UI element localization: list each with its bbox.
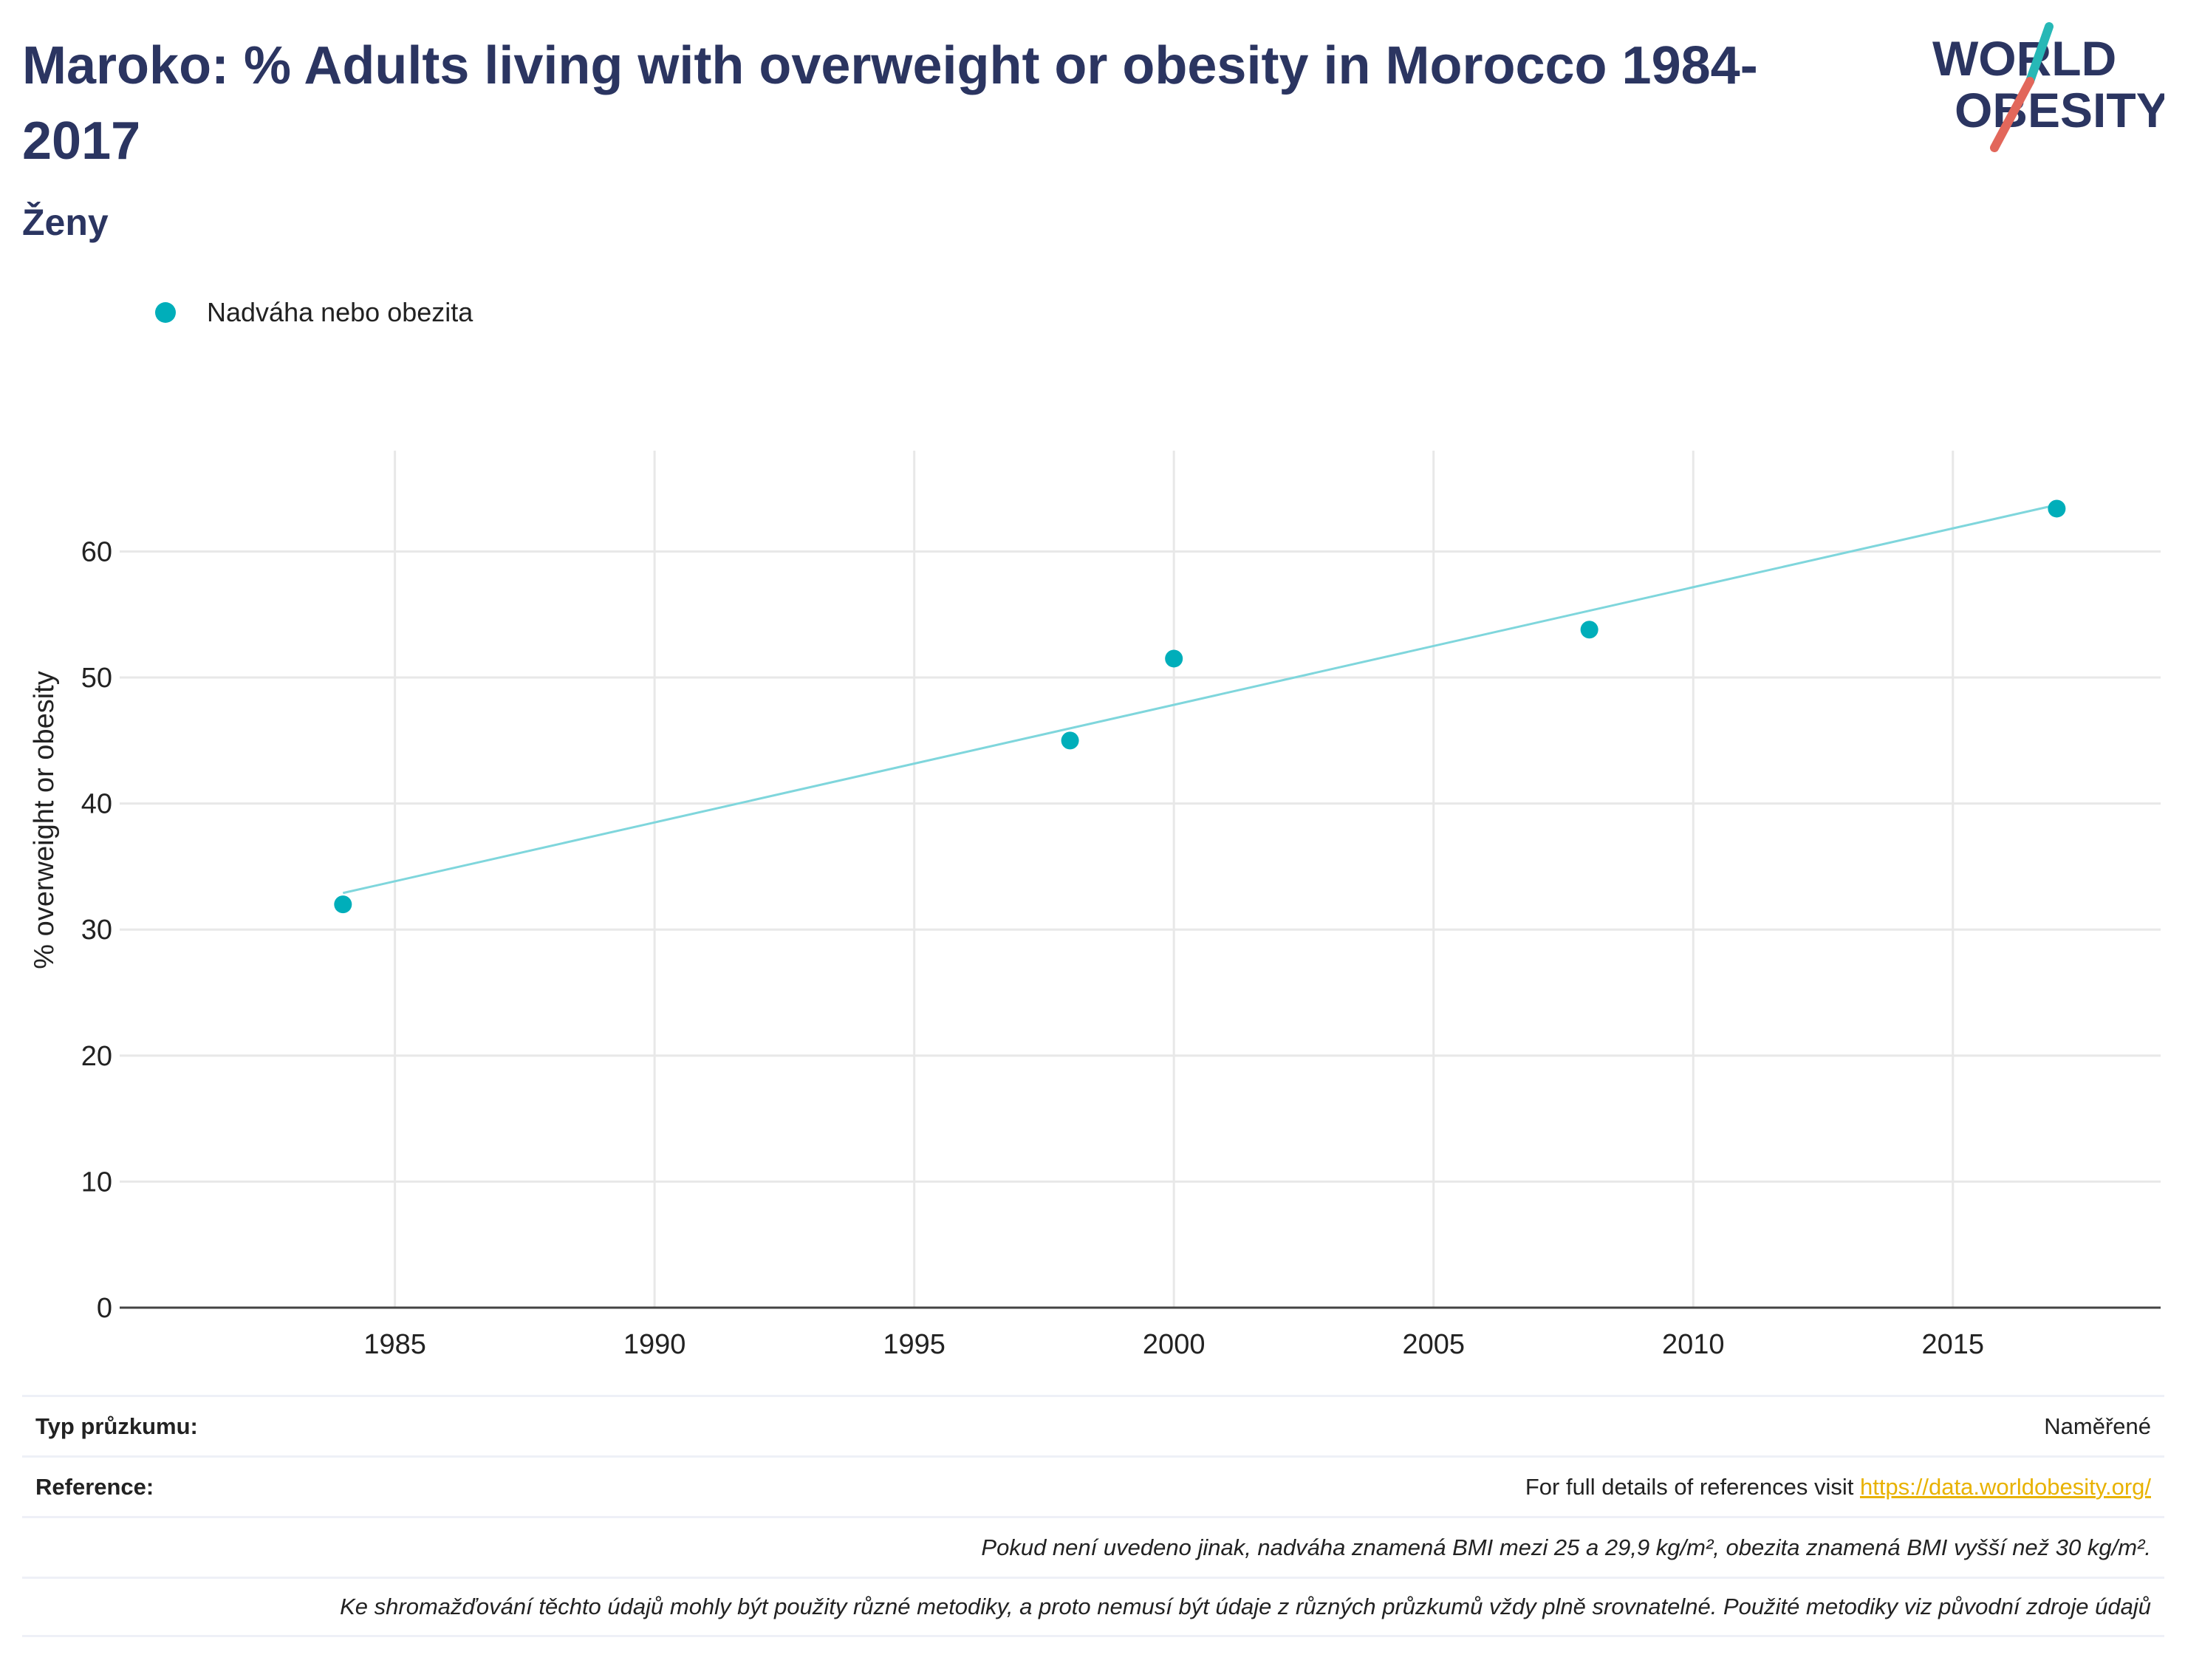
y-tick-label: 0 — [97, 1293, 112, 1324]
bmi-note: Pokud není uvedeno jinak, nadváha znamen… — [981, 1534, 2151, 1560]
scatter-chart: 1985 1990 1995 2000 2005 2010 2015 0 10 20 30 40 50 6… — [29, 451, 2161, 1360]
reference-row: Reference: For full details of reference… — [22, 1455, 2164, 1516]
survey-type-value: Naměřené — [2044, 1413, 2151, 1439]
x-tick-label: 2000 — [1143, 1329, 1206, 1360]
data-point — [1165, 649, 1183, 668]
logo-word-obesity: OBESITY — [1955, 83, 2164, 137]
world-obesity-logo: WORLD OBESITY — [1932, 22, 2164, 152]
survey-type-row: Typ průzkumu: Naměřené — [22, 1395, 2164, 1455]
y-tick-label: 20 — [81, 1041, 112, 1072]
data-points — [334, 499, 2066, 914]
trendline-segment — [342, 503, 2057, 895]
y-tick-label: 10 — [81, 1167, 112, 1198]
methodology-note: Ke shromažďování těchto údajů mohly být … — [340, 1594, 2151, 1619]
axes: 1985 1990 1995 2000 2005 2010 2015 0 10 20 30 40 50 6… — [81, 536, 2161, 1360]
trendline — [342, 503, 2057, 895]
bmi-note-row: Pokud není uvedeno jinak, nadváha znamen… — [22, 1516, 2164, 1577]
survey-type-label: Typ průzkumu: — [35, 1413, 198, 1439]
reference-link[interactable]: https://data.worldobesity.org/ — [1859, 1473, 2151, 1500]
x-tick-label: 1985 — [363, 1329, 426, 1360]
methodology-note-row: Ke shromažďování těchto údajů mohly být … — [22, 1577, 2164, 1637]
x-tick-label: 2015 — [1922, 1329, 1985, 1360]
data-point — [1061, 731, 1079, 750]
x-tick-label: 1990 — [623, 1329, 686, 1360]
logo-slash-red — [1990, 77, 2034, 152]
reference-text: For full details of references visit — [1525, 1473, 1860, 1500]
x-tick-label: 1995 — [883, 1329, 946, 1360]
reference-value: For full details of references visit htt… — [1525, 1474, 2151, 1500]
grid — [120, 451, 2161, 1308]
y-tick-label: 60 — [81, 536, 112, 567]
legend-label: Nadváha nebo obezita — [207, 297, 473, 327]
reference-label: Reference: — [35, 1473, 154, 1500]
footer-table: Typ průzkumu: Naměřené Reference: For fu… — [22, 1395, 2164, 1637]
y-tick-label: 50 — [81, 663, 112, 694]
y-tick-label: 40 — [81, 789, 112, 820]
chart-subtitle: Ženy — [22, 202, 109, 243]
legend[interactable]: Nadváha nebo obezita — [155, 297, 473, 328]
logo-word-world: WORLD — [1932, 31, 2116, 86]
logo-slash-teal — [2025, 22, 2054, 86]
x-tick-label: 2010 — [1662, 1329, 1725, 1360]
data-point — [1580, 621, 1598, 639]
y-tick-label: 30 — [81, 915, 112, 946]
legend-marker — [155, 302, 176, 323]
chart-title: Maroko: % Adults living with overweight … — [22, 36, 1758, 171]
y-axis-label: % overweight or obesity — [29, 671, 60, 969]
x-tick-label: 2005 — [1402, 1329, 1465, 1360]
data-point — [2048, 499, 2066, 518]
data-point — [334, 895, 352, 914]
